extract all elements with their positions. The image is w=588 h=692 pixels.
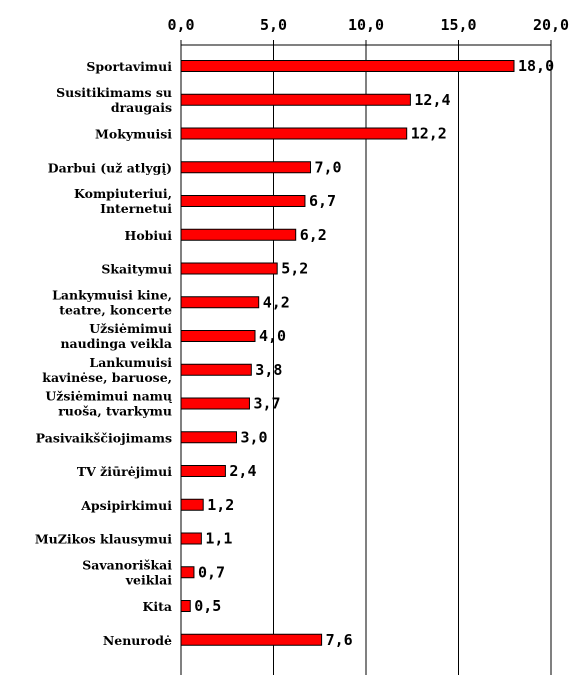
bar — [180, 127, 408, 140]
tick-label: 20,0 — [533, 16, 569, 34]
bar — [180, 397, 250, 410]
category-label: Savanoriškai veiklai — [82, 557, 172, 587]
bar — [180, 228, 297, 241]
category-label: Užsiėmimui naudinga veikla — [60, 321, 172, 351]
x-axis-ticks: 0,0 5,0 10,0 15,0 20,0 — [167, 16, 569, 46]
bar — [180, 633, 323, 646]
bar — [180, 566, 195, 579]
value-labels: 18,0 12,4 12,2 7,0 6,7 6,2 5,2 4,2 4,0 3,8 3,7 3,0 2… — [194, 57, 554, 649]
category-label: Mokymuisi — [95, 127, 172, 142]
bar — [180, 195, 306, 207]
bar — [180, 431, 237, 444]
category-label: Apsipirkimui — [80, 498, 172, 513]
bar — [180, 161, 311, 174]
value-label: 4,2 — [263, 293, 290, 311]
category-label: TV žiūrėjimui — [77, 464, 172, 479]
category-label: Lankymuisi kine, teatre, koncerte — [52, 287, 172, 317]
category-label: MuZikos klausymui — [35, 532, 172, 547]
bar — [180, 93, 411, 106]
bars — [180, 60, 515, 646]
bar — [180, 363, 252, 376]
category-label: Kompiuteriui, Internetui — [74, 186, 172, 216]
tick-label: 0,0 — [167, 16, 194, 34]
value-label: 3,7 — [253, 395, 280, 413]
bar — [180, 465, 226, 477]
value-label: 0,5 — [194, 597, 221, 615]
bar — [180, 330, 256, 342]
category-label: Kita — [143, 599, 173, 614]
value-label: 3,8 — [255, 361, 282, 379]
category-label: Sportavimui — [86, 59, 172, 74]
category-label: Lankumuisi kavinėse, baruose, — [42, 355, 172, 385]
value-label: 7,6 — [326, 631, 353, 649]
value-label: 6,7 — [309, 192, 336, 210]
category-label: Darbui (už atlygį) — [48, 160, 172, 175]
value-label: 12,2 — [411, 125, 447, 143]
value-label: 2,4 — [229, 462, 256, 480]
bar — [180, 498, 204, 511]
category-labels: Sportavimui Susitikimams su draugais Mokymu… — [35, 59, 173, 648]
value-label: 7,0 — [315, 158, 342, 176]
value-label: 6,2 — [300, 226, 327, 244]
category-label: Užsiėmimui namų ruoša, tvarkymu — [45, 389, 173, 419]
value-label: 3,0 — [241, 428, 268, 446]
value-label: 0,7 — [198, 563, 225, 581]
bar — [180, 60, 515, 72]
category-label: Skaitymui — [101, 262, 172, 277]
bar — [180, 532, 202, 545]
value-label: 1,1 — [205, 530, 232, 548]
value-label: 12,4 — [414, 91, 450, 109]
category-label: Pasivaikščiojimams — [36, 430, 172, 445]
tick-label: 5,0 — [260, 16, 287, 34]
category-label: Hobiui — [125, 228, 173, 243]
category-label: Nenurodė — [103, 633, 172, 648]
value-label: 5,2 — [281, 260, 308, 278]
bar — [180, 262, 278, 275]
tick-label: 15,0 — [440, 16, 476, 34]
tick-label: 10,0 — [348, 16, 384, 34]
category-label: Susitikimams su draugais — [56, 85, 172, 115]
bar — [180, 296, 260, 309]
value-label: 18,0 — [518, 57, 554, 75]
value-label: 4,0 — [259, 327, 286, 345]
value-label: 1,2 — [207, 496, 234, 514]
bar — [180, 600, 191, 612]
